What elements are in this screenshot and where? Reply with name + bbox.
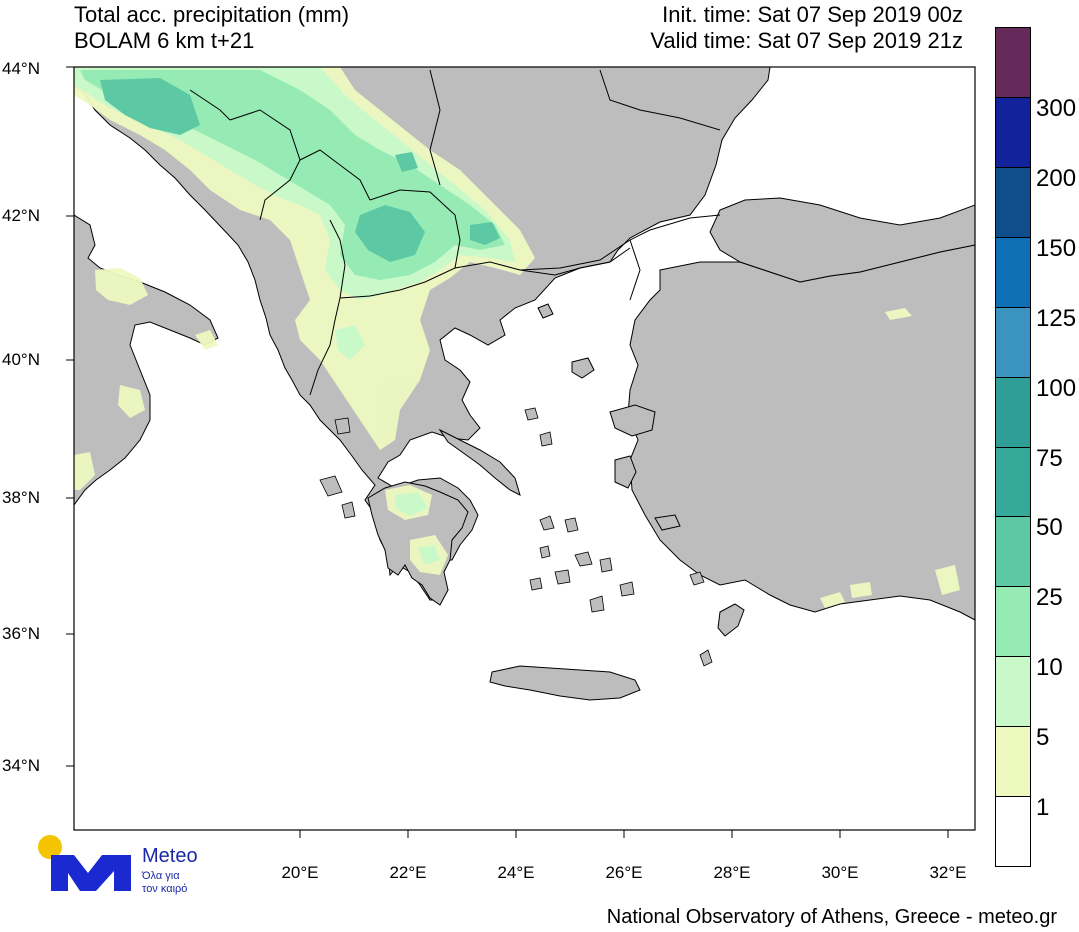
precip-band-strong: [100, 78, 500, 262]
land-lesbos: [609, 404, 656, 437]
lon-ticks: [299, 830, 949, 838]
colorbar-label: 150: [1036, 234, 1077, 262]
lon-label-30: 30°E: [821, 863, 859, 882]
time-info: Init. time: Sat 07 Sep 2019 00z Valid ti…: [650, 2, 963, 54]
logo-name: Meteo: [142, 845, 198, 867]
colorbar-label: 25: [1036, 584, 1063, 612]
lon-label-20: 20°E: [281, 863, 319, 882]
colorbar-label: 200: [1036, 164, 1077, 192]
land-crete: [489, 665, 641, 701]
lon-label-22: 22°E: [389, 863, 427, 882]
land-euboea: [438, 428, 521, 496]
colorbar-swatch: [995, 376, 1031, 448]
init-time: Init. time: Sat 07 Sep 2019 00z: [662, 2, 963, 27]
land-cyclades: [319, 407, 713, 667]
colorbar-swatch: [995, 27, 1031, 98]
title-line-1: Total acc. precipitation (mm): [74, 2, 350, 27]
lat-ticks: [66, 66, 74, 767]
lat-label-40: 40°N: [2, 350, 40, 369]
colorbar-swatch: [995, 236, 1031, 308]
land-limnos: [571, 357, 595, 379]
colorbar-swatch: [995, 796, 1031, 867]
valid-time: Valid time: Sat 07 Sep 2019 21z: [650, 28, 963, 53]
title-line-2: BOLAM 6 km t+21: [74, 28, 255, 53]
colorbar-swatch: [995, 726, 1031, 798]
lat-label-44: 44°N: [2, 59, 40, 78]
meteo-logo: [38, 835, 131, 891]
colorbar-swatch: [995, 166, 1031, 238]
country-borders: [189, 69, 721, 396]
colorbar-label: 50: [1036, 514, 1063, 542]
lat-label-38: 38°N: [2, 488, 40, 507]
colorbar-label: 75: [1036, 444, 1063, 472]
land-samos: [654, 514, 681, 531]
map-title: Total acc. precipitation (mm) BOLAM 6 km…: [74, 2, 349, 54]
colorbar-swatch: [995, 446, 1031, 518]
logo-tagline-1: Όλα για: [142, 870, 180, 882]
colorbar-label: 100: [1036, 374, 1077, 402]
logo-tagline-2: τον καιρό: [142, 883, 188, 895]
land-rhodes: [717, 603, 745, 637]
lon-label-26: 26°E: [605, 863, 643, 882]
colorbar-label: 1: [1036, 794, 1050, 822]
colorbar-swatch: [995, 516, 1031, 588]
map-frame: [73, 66, 976, 831]
colorbar-swatch: [995, 306, 1031, 378]
colorbar-swatch: [995, 96, 1031, 168]
lat-label-36: 36°N: [2, 624, 40, 643]
footer-credit: National Observatory of Athens, Greece -…: [606, 906, 1057, 928]
colorbar-label: 300: [1036, 94, 1077, 122]
colorbar-swatch: [995, 586, 1031, 658]
land-thasos: [537, 303, 554, 319]
colorbar-label: 125: [1036, 304, 1077, 332]
land-chios: [614, 455, 637, 489]
lon-label-24: 24°E: [497, 863, 535, 882]
colorbar-swatch: [995, 656, 1031, 728]
lat-label-42: 42°N: [2, 206, 40, 225]
sun-icon: [38, 835, 62, 859]
colorbar-label: 5: [1036, 724, 1050, 752]
lon-label-28: 28°E: [713, 863, 751, 882]
land-black-sea-coast: [709, 197, 975, 283]
lon-label-32: 32°E: [929, 863, 967, 882]
colorbar-label: 10: [1036, 654, 1063, 682]
logo-m-icon: [51, 855, 131, 891]
lat-label-34: 34°N: [2, 756, 40, 775]
